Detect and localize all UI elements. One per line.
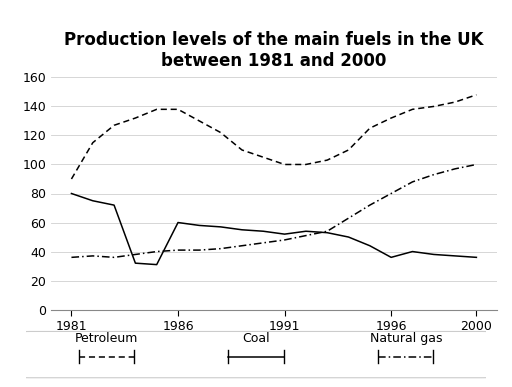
Text: Natural gas: Natural gas (370, 332, 442, 344)
Text: Petroleum: Petroleum (75, 332, 138, 344)
Title: Production levels of the main fuels in the UK
between 1981 and 2000: Production levels of the main fuels in t… (64, 31, 484, 70)
Text: Coal: Coal (242, 332, 270, 344)
FancyBboxPatch shape (21, 331, 491, 378)
